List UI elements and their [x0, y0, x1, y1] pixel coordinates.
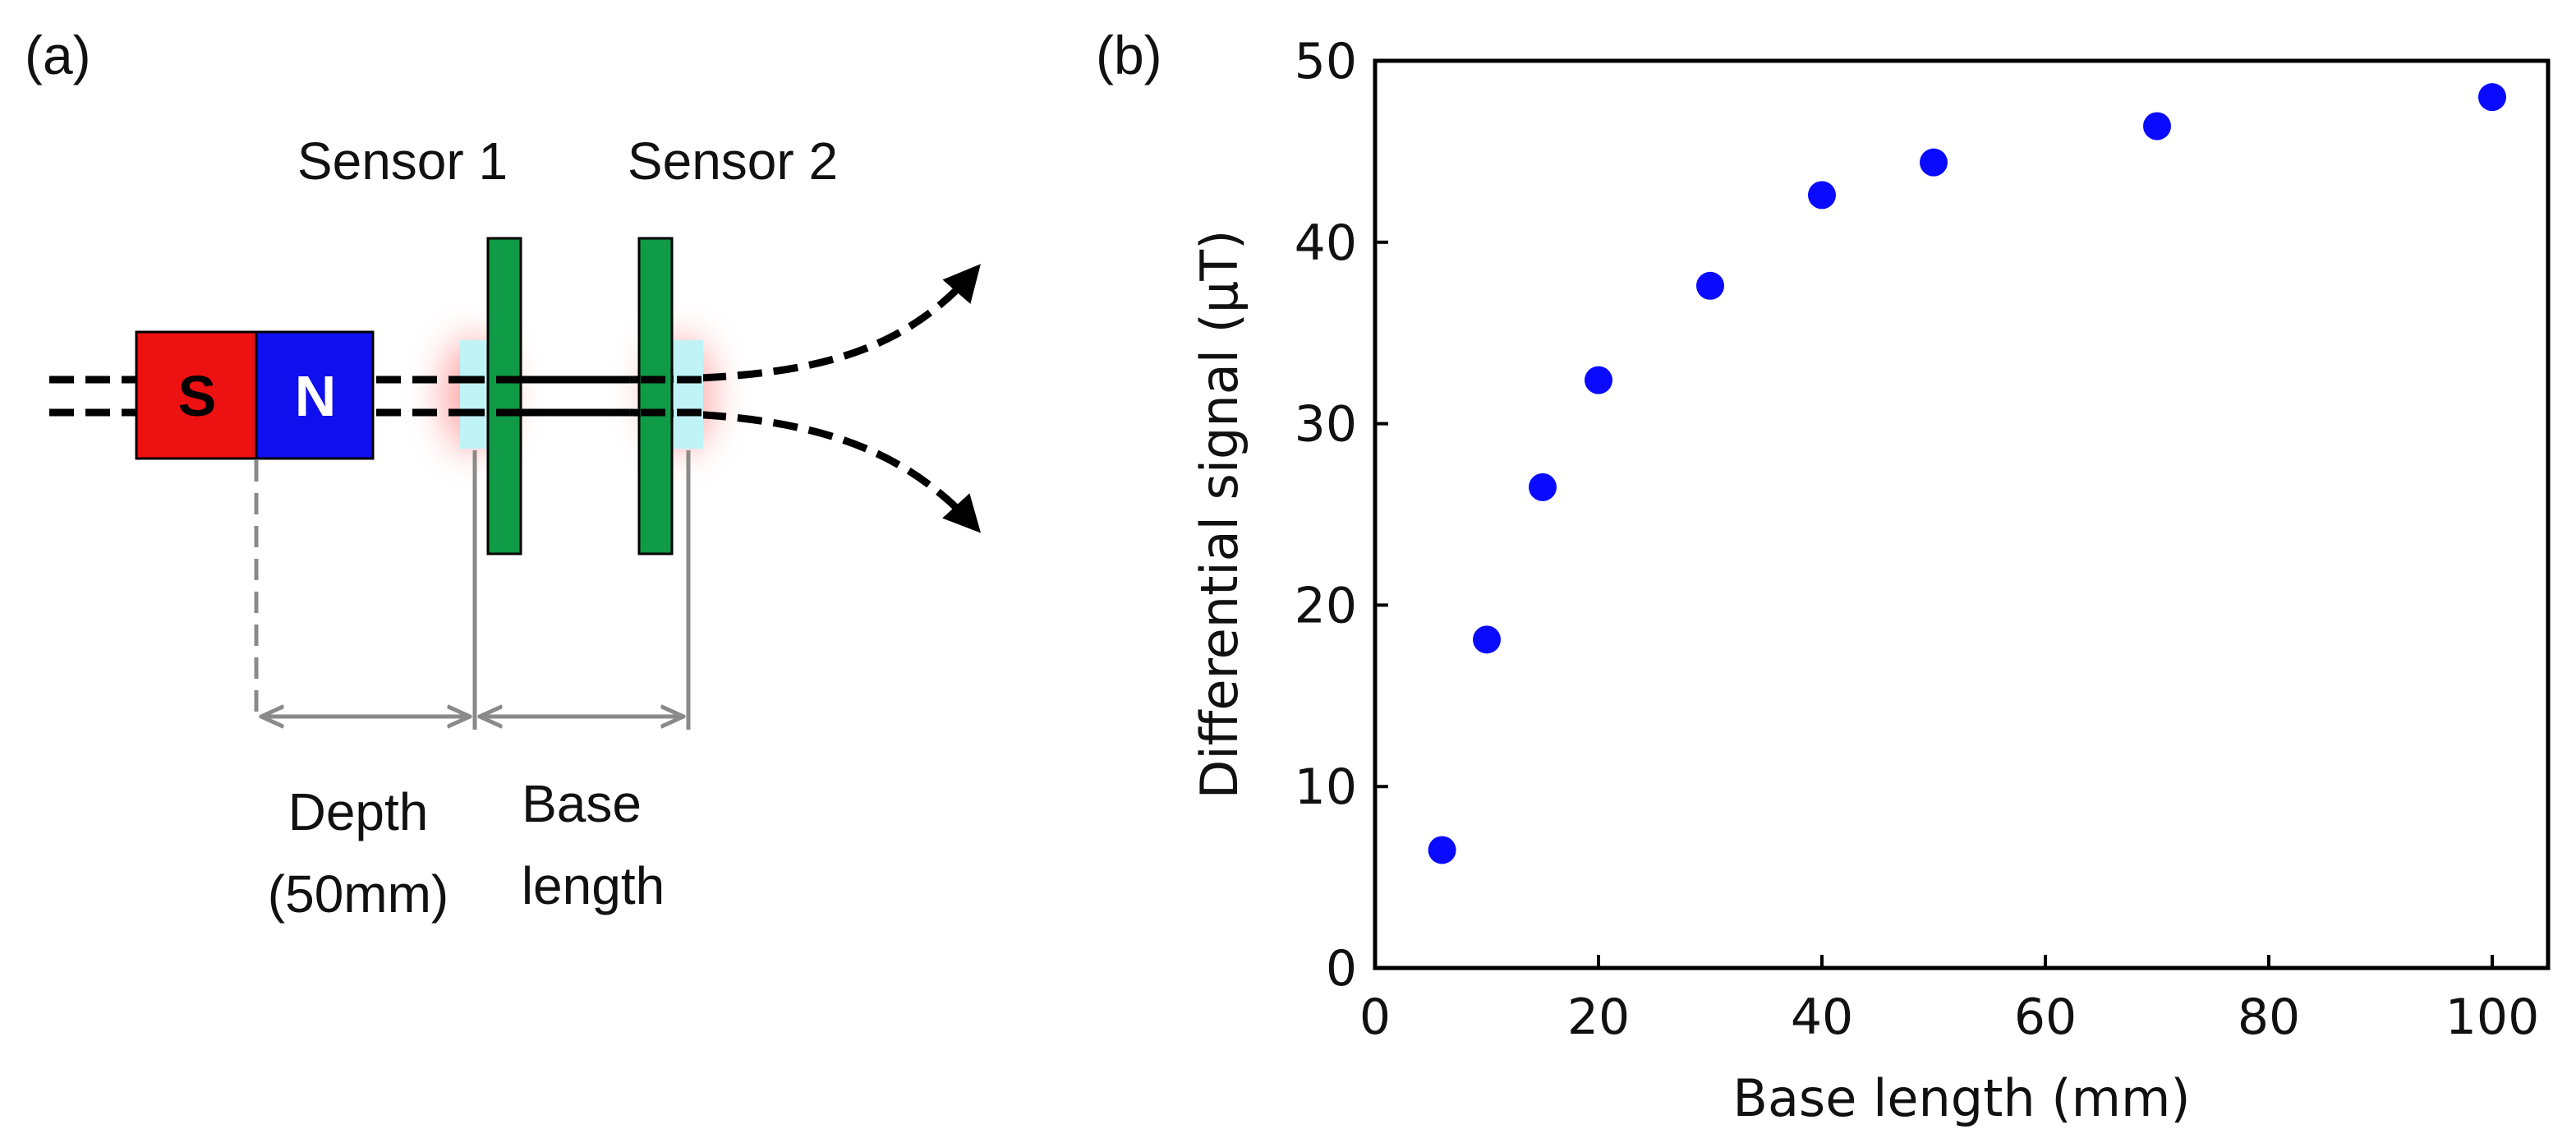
base-label: Base: [522, 774, 642, 833]
data-point: [1808, 181, 1836, 210]
data-point: [2143, 112, 2171, 141]
sensor-1-cell: [460, 340, 490, 449]
y-tick-label: 0: [1326, 940, 1357, 998]
y-tick-label: 10: [1295, 758, 1357, 816]
magnet-south: [135, 330, 258, 460]
data-point: [1473, 625, 1501, 654]
panel-b: (b) 0 20 40 60 80 100 0 10 20 30 40 50 Base length (…: [1096, 25, 2551, 1128]
magnet-north: [255, 330, 375, 460]
y-tick-label: 50: [1295, 33, 1357, 90]
panel-b-label: (b): [1096, 25, 1162, 85]
data-point: [1920, 148, 1948, 177]
panel-a: (a) Sensor 1 Sensor 2 S N Depth (50mm): [25, 25, 982, 924]
panel-a-label: (a): [25, 25, 91, 85]
plot-frame: [1373, 58, 2551, 970]
scatter-chart: 0 20 40 60 80 100 0 10 20 30 40 50 Base length (mm) D…: [1189, 33, 2551, 1128]
data-point: [1585, 366, 1612, 394]
x-tick-label: 100: [2445, 989, 2540, 1046]
data-point: [1696, 271, 1724, 300]
sensor-1-label: Sensor 1: [297, 131, 508, 191]
x-axis-label: Base length (mm): [1732, 1068, 2190, 1128]
magnet-south-letter: S: [178, 364, 217, 428]
depth-label: Depth: [288, 782, 429, 841]
magnet-north-letter: N: [295, 364, 337, 428]
y-tick-label: 40: [1295, 214, 1357, 272]
x-tick-label: 80: [2238, 989, 2300, 1046]
data-point: [1428, 836, 1456, 864]
base-length-label: length: [522, 856, 665, 915]
x-tick-label: 0: [1359, 989, 1391, 1046]
sensor-2-plate: [637, 237, 674, 555]
x-tick-label: 60: [2014, 989, 2077, 1046]
x-tick-label: 20: [1567, 989, 1630, 1046]
x-tick-label: 40: [1791, 989, 1853, 1046]
data-point: [2478, 83, 2506, 112]
depth-value-label: (50mm): [268, 864, 448, 924]
y-tick-label: 30: [1295, 396, 1357, 454]
sensor-1-plate: [486, 237, 522, 555]
y-tick-label: 20: [1295, 577, 1357, 634]
sensor-2-cell: [674, 340, 703, 449]
sensor-2-label: Sensor 2: [628, 131, 838, 191]
y-axis-label: Differential signal (μT): [1189, 230, 1249, 800]
data-point: [1529, 472, 1557, 501]
